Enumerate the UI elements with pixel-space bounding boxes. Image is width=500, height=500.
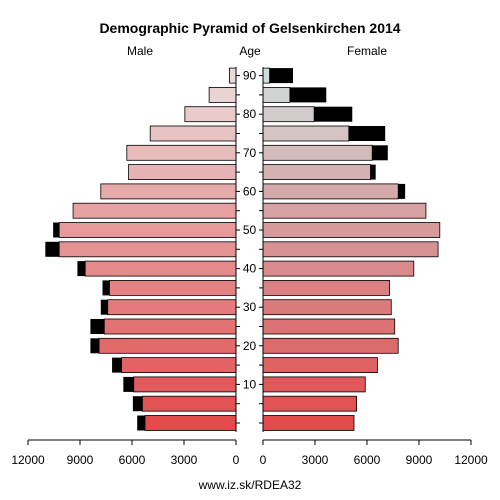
male-bar-20-24	[98, 337, 237, 354]
female-label: Female	[347, 44, 387, 58]
male-excess-20-24	[90, 338, 100, 354]
female-excess-75-79	[348, 126, 386, 141]
male-bar-5-9	[141, 395, 237, 412]
female-bar-15-19	[262, 357, 378, 374]
female-bar-70-74	[262, 144, 373, 161]
age-tick-label: 50	[243, 223, 257, 237]
male-bar-75-79	[149, 125, 237, 142]
male-bars	[45, 67, 237, 431]
female-excess-65-69	[370, 164, 376, 180]
male-x-tick-label: 6000	[119, 453, 146, 467]
female-excess-80-84	[314, 106, 353, 122]
female-bar-20-24	[262, 337, 399, 354]
female-excess-60-64	[398, 183, 406, 199]
male-bar-70-74	[126, 144, 237, 161]
male-bar-10-14	[133, 376, 237, 393]
male-excess-5-9	[132, 396, 143, 412]
female-bar-10-14	[262, 376, 366, 393]
female-excess-70-74	[372, 145, 388, 161]
male-bar-60-64	[100, 183, 237, 200]
male-bar-65-69	[128, 164, 237, 181]
female-bar-30-34	[262, 299, 392, 316]
male-bar-30-34	[107, 299, 237, 316]
male-excess-25-29	[90, 319, 105, 334]
female-bar-60-64	[262, 183, 399, 200]
male-bar-80-84	[184, 106, 237, 123]
male-bar-35-39	[109, 279, 237, 296]
male-label: Male	[127, 44, 153, 58]
chart-title: Demographic Pyramid of Gelsenkirchen 201…	[99, 20, 400, 36]
male-bar-0-4	[144, 415, 237, 431]
age-label: Age	[239, 44, 261, 58]
female-bar-40-44	[262, 260, 415, 277]
age-tick-label: 90	[243, 69, 257, 83]
male-x-tick-label: 3000	[171, 453, 198, 467]
male-excess-15-19	[112, 357, 122, 373]
age-tick-label: 30	[243, 300, 257, 314]
female-bar-75-79	[262, 125, 350, 142]
female-bar-45-49	[262, 241, 439, 258]
female-excess-85-89	[289, 87, 327, 103]
female-x-tick-label: 3000	[302, 453, 329, 467]
age-tick-label: 60	[243, 184, 257, 198]
age-tick-label: 20	[243, 339, 257, 353]
male-excess-45-49	[45, 241, 60, 257]
male-bar-50-54	[58, 222, 237, 238]
male-excess-35-39	[102, 280, 110, 296]
female-bar-90+	[262, 67, 270, 84]
male-excess-40-44	[77, 261, 86, 277]
male-bar-90+	[229, 67, 237, 84]
male-bar-85-89	[208, 87, 237, 103]
male-x-tick-label: 0	[233, 453, 240, 467]
male-bar-25-29	[103, 318, 237, 335]
female-bar-50-54	[262, 222, 441, 238]
male-excess-50-54	[53, 222, 60, 238]
female-x-tick-label: 6000	[354, 453, 381, 467]
footer-url: www.iz.sk/RDEA32	[198, 478, 302, 492]
male-bar-55-59	[72, 202, 237, 219]
male-excess-10-14	[123, 376, 134, 392]
female-x-tick-label: 12000	[454, 453, 488, 467]
female-excess-90+	[269, 68, 293, 84]
age-tick-label: 70	[243, 146, 257, 160]
male-bar-15-19	[121, 357, 237, 374]
female-bar-0-4	[262, 415, 355, 431]
age-tick-label: 80	[243, 107, 257, 121]
female-bar-55-59	[262, 202, 427, 219]
x-axes: 0 0 3000 3000 6000 6000 9000 9000 12000 12000	[11, 439, 488, 467]
female-x-tick-label: 9000	[406, 453, 433, 467]
male-excess-30-34	[100, 299, 108, 315]
male-bar-40-44	[84, 260, 237, 277]
male-x-tick-label: 12000	[11, 453, 45, 467]
female-x-tick-label: 0	[260, 453, 267, 467]
female-bar-25-29	[262, 318, 396, 335]
female-bar-5-9	[262, 395, 357, 412]
male-bar-45-49	[58, 241, 237, 258]
female-bar-85-89	[262, 87, 291, 103]
age-axis: 10 20 30 40 50 60 70 80 90	[235, 67, 264, 432]
age-tick-label: 10	[243, 377, 257, 391]
age-tick-label: 40	[243, 262, 257, 276]
male-x-tick-label: 9000	[67, 453, 94, 467]
male-excess-0-4	[137, 415, 145, 431]
female-bar-65-69	[262, 164, 371, 181]
female-bars	[262, 67, 441, 431]
female-bar-80-84	[262, 106, 315, 123]
female-bar-35-39	[262, 279, 390, 296]
